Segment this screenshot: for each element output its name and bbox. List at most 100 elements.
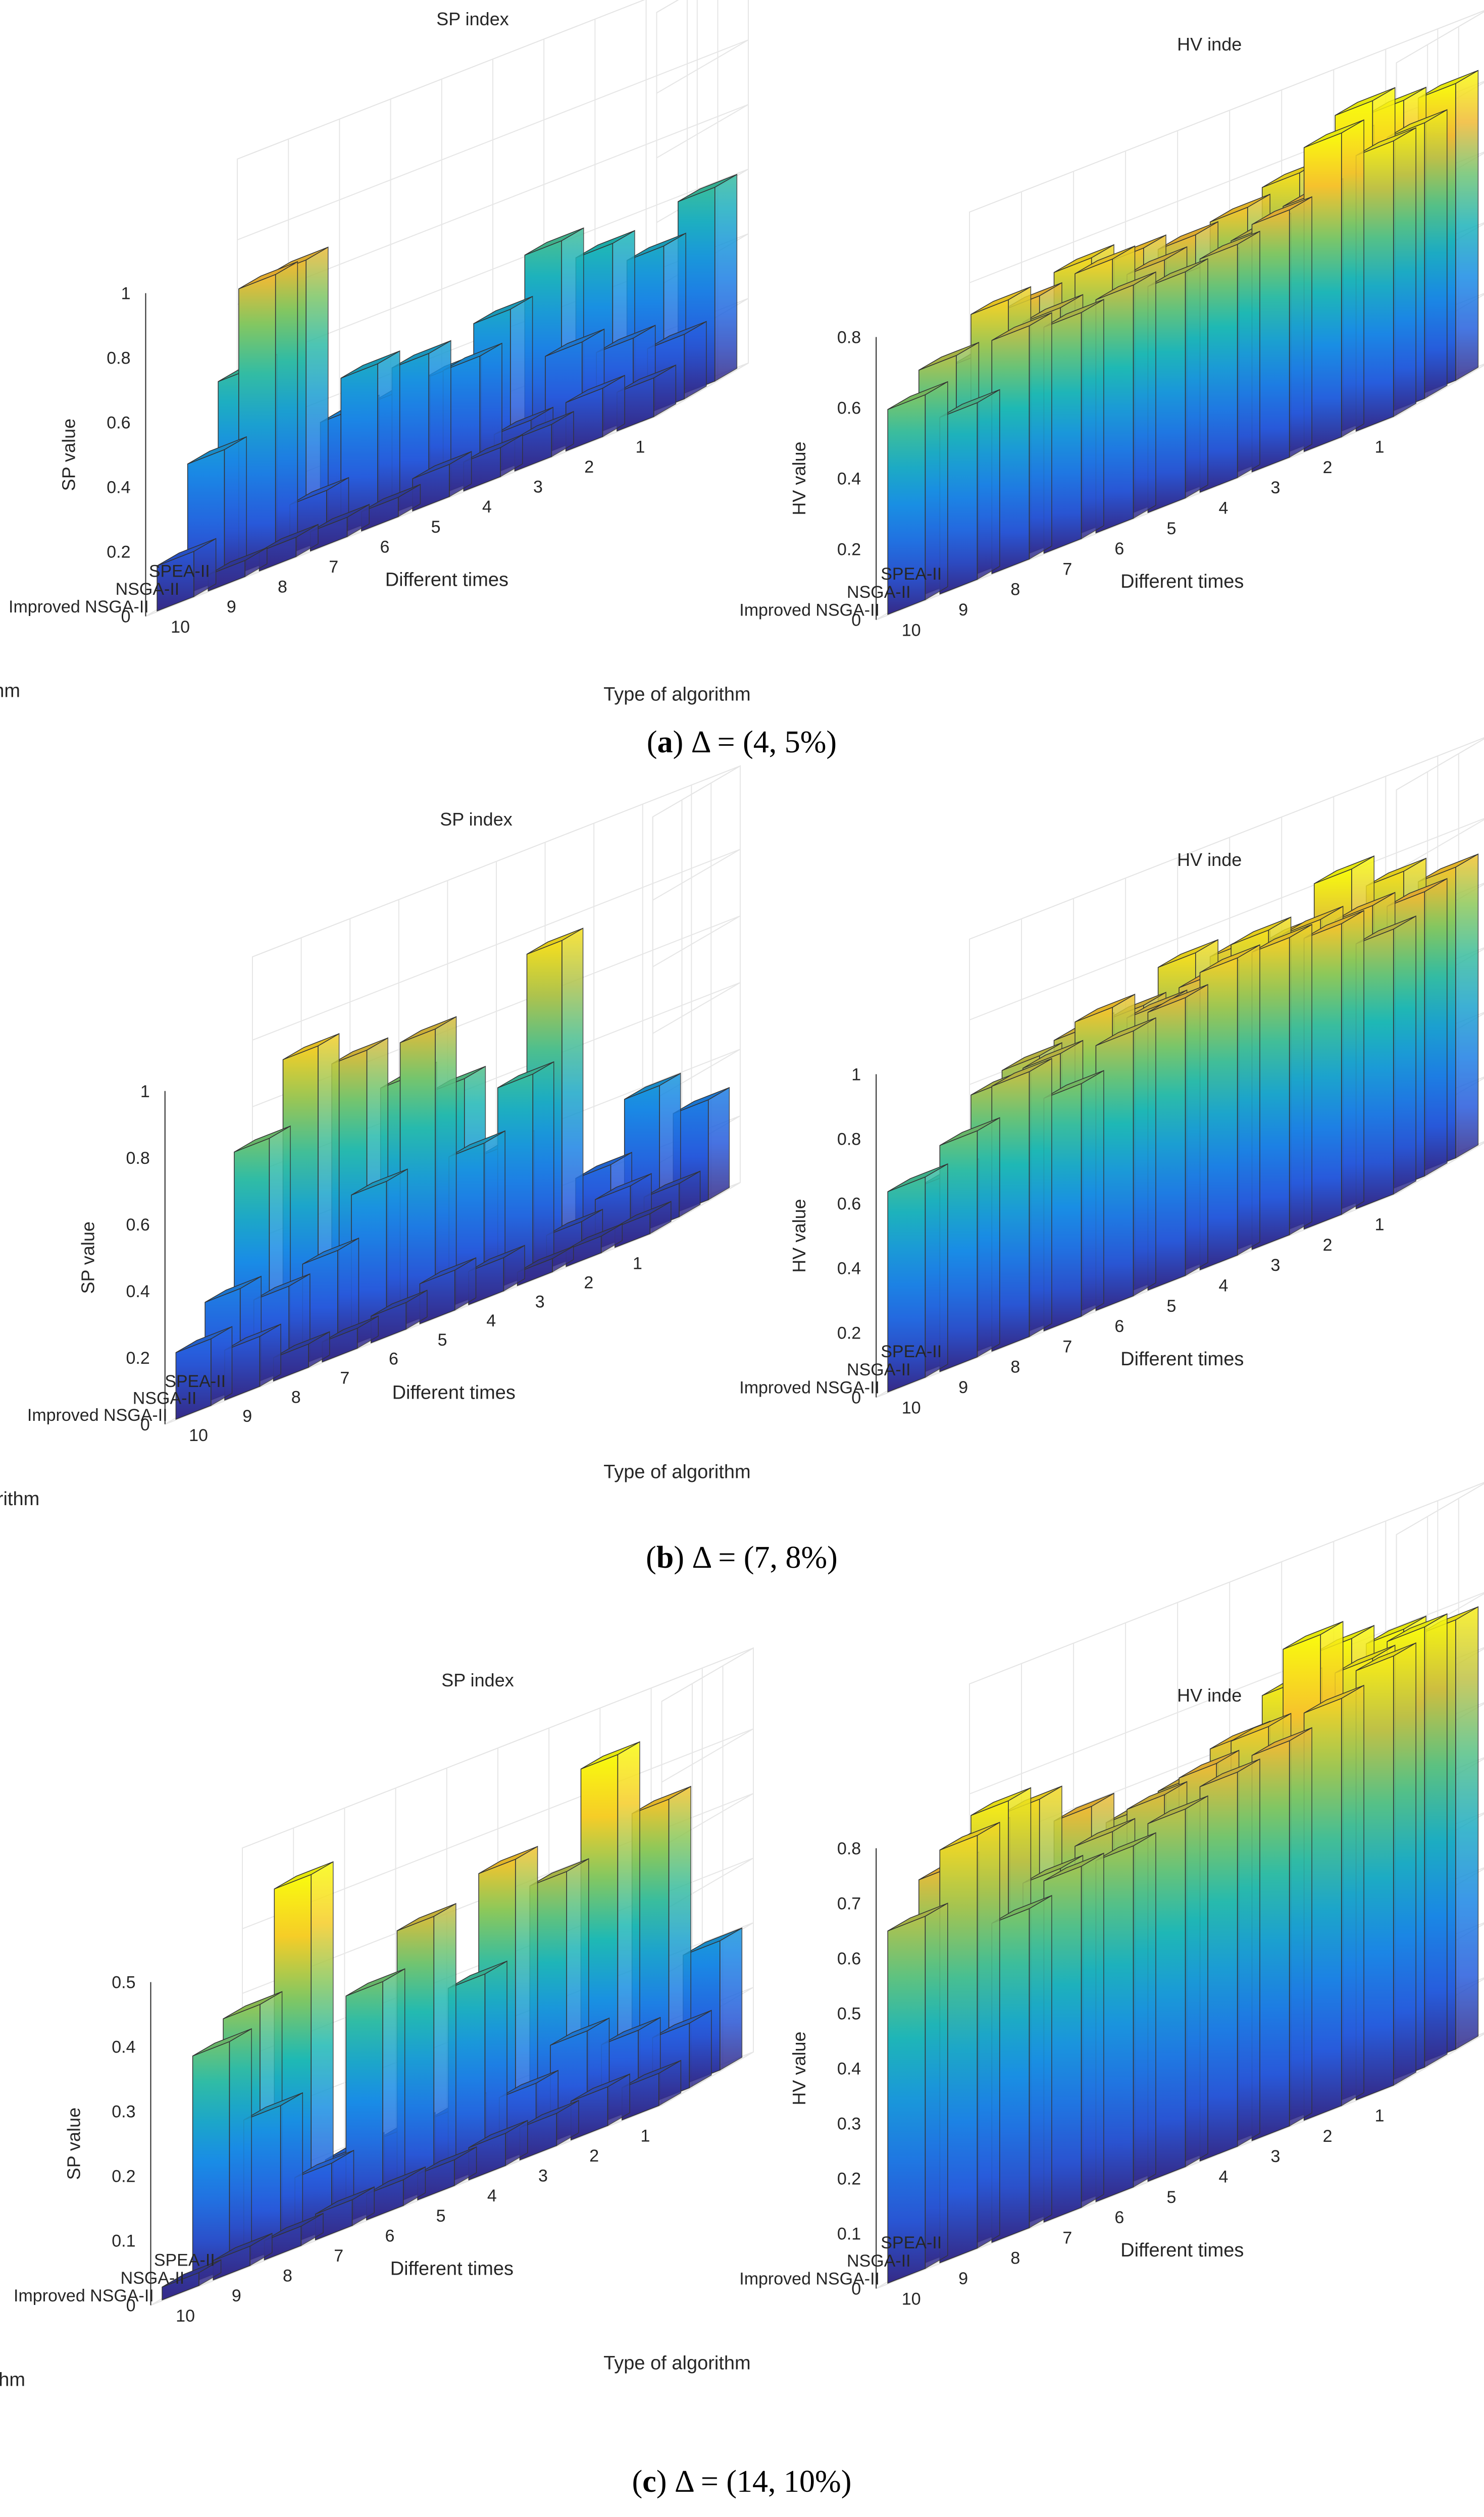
z-tick-label: 0.3 xyxy=(112,2102,135,2122)
time-tick-label: 2 xyxy=(584,1273,593,1293)
bar-top-face xyxy=(392,340,451,369)
bar-top-face xyxy=(1252,924,1312,953)
bar-improved-nsga-ii-t1 xyxy=(1355,127,1416,432)
bar-nsga-ii-t7 xyxy=(340,350,400,534)
bar-top-face xyxy=(1200,1759,1260,1787)
bar-improved-nsga-ii-t2 xyxy=(1303,1684,1364,2121)
z-tick-label: 0 xyxy=(851,2280,861,2299)
bar-top-face xyxy=(939,1822,1000,1851)
z-tick-label: 0.1 xyxy=(837,2225,861,2244)
bar-nsga-ii-t7 xyxy=(345,1968,405,2223)
time-tick-label: 5 xyxy=(436,2206,446,2226)
time-tick-label: 6 xyxy=(1114,1317,1124,1336)
bar-top-face xyxy=(259,524,319,552)
bar-improved-nsga-ii-t9 xyxy=(939,1821,1000,2264)
grid-line xyxy=(145,416,657,617)
bar-side-face xyxy=(1081,1069,1104,1317)
bar-improved-nsga-ii-t10 xyxy=(175,1326,233,1420)
time-tick-label: 8 xyxy=(291,1388,301,1407)
time-tick-label: 10 xyxy=(902,2289,921,2308)
algorithm-tick-label: Improved NSGA-II xyxy=(739,601,880,620)
algorithm-tick-label: Improved NSGA-II xyxy=(9,597,149,617)
z-tick-label: 0.7 xyxy=(837,1894,861,1914)
bar-top-face xyxy=(581,1741,640,1770)
bar-top-face xyxy=(1127,990,1187,1018)
bar-top-face xyxy=(529,1858,589,1886)
bar-side-face xyxy=(1029,312,1052,560)
y-axis-label: Type of algorithm xyxy=(603,1462,750,1483)
chart-title: HV inde xyxy=(1177,1685,1242,1706)
time-tick-label: 5 xyxy=(438,1330,447,1350)
algorithm-tick-label: NSGA-II xyxy=(121,2269,185,2288)
bar-top-face xyxy=(494,407,553,435)
bar-side-face xyxy=(1341,1684,1364,2107)
bar-improved-nsga-ii-t4 xyxy=(1199,1758,1260,2162)
bar-nsga-ii-t9 xyxy=(238,261,298,574)
time-tick-label: 9 xyxy=(227,597,236,617)
z-tick-label: 0.3 xyxy=(837,2115,861,2134)
bar-improved-nsga-ii-t2 xyxy=(1303,910,1364,1230)
bar-top-face xyxy=(527,928,583,955)
bar-top-face xyxy=(371,1290,428,1317)
bar-top-face xyxy=(1158,939,1218,968)
bar-top-face xyxy=(213,2233,273,2261)
bar-top-face xyxy=(566,1223,623,1251)
time-tick-label: 2 xyxy=(584,457,594,477)
bar-side-face xyxy=(1237,230,1260,479)
bar-improved-nsga-ii-t4 xyxy=(463,434,523,492)
bar-top-face xyxy=(517,1246,574,1273)
bar-top-face xyxy=(468,1245,525,1272)
bar-improved-nsga-ii-t1 xyxy=(615,1201,672,1248)
time-tick-label: 4 xyxy=(1218,1276,1228,1295)
bar-top-face xyxy=(1314,855,1374,884)
bar-top-face xyxy=(1418,70,1478,98)
bar-side-face xyxy=(1185,984,1208,1276)
z-axis-label: SP value xyxy=(59,419,79,491)
bar-top-face xyxy=(1418,853,1478,882)
bar-side-face xyxy=(1081,1852,1104,2208)
bar-top-face xyxy=(678,174,737,202)
bar-top-face xyxy=(622,2060,681,2088)
bar-side-face xyxy=(1393,127,1416,418)
bar-top-face xyxy=(1283,906,1344,935)
time-tick-label: 3 xyxy=(535,1292,545,1311)
bar-top-face xyxy=(499,2070,558,2098)
chart-title: SP index xyxy=(436,9,508,29)
bar-improved-nsga-ii-t3 xyxy=(1251,1727,1312,2141)
bar-top-face xyxy=(571,2074,630,2102)
z-tick-label: 0.8 xyxy=(126,1149,149,1168)
bar-top-face xyxy=(991,1895,1052,1924)
z-tick-label: 0.6 xyxy=(126,1215,149,1235)
bar-improved-nsga-ii-t6 xyxy=(371,1290,428,1344)
bar-top-face xyxy=(1304,910,1364,939)
bar-improved-nsga-ii-t9 xyxy=(224,1323,281,1401)
bar-top-face xyxy=(1022,294,1083,323)
z-tick-label: 0.8 xyxy=(837,328,861,347)
bar-top-face xyxy=(274,1861,334,1889)
bar-top-face xyxy=(361,484,421,512)
bar-improved-nsga-ii-t7 xyxy=(1043,1069,1104,1331)
bar-side-face xyxy=(925,1903,948,2270)
bar-top-face xyxy=(617,365,676,393)
bar-improved-nsga-ii-t6 xyxy=(1095,1017,1156,1311)
bar-top-face xyxy=(1044,1070,1104,1099)
bar-side-face xyxy=(275,261,298,560)
bar-top-face xyxy=(1096,272,1156,300)
z-tick-label: 0.8 xyxy=(837,1839,861,1859)
bar-top-face xyxy=(566,375,625,403)
bar-nsga-ii-t6 xyxy=(391,340,451,514)
bar-top-face xyxy=(545,329,604,357)
time-tick-label: 4 xyxy=(487,2186,497,2205)
bar-top-face xyxy=(1252,196,1312,225)
time-tick-label: 6 xyxy=(385,2226,394,2245)
bar-front-face xyxy=(192,2041,230,2283)
z-tick-label: 0.2 xyxy=(837,540,861,559)
z-tick-label: 0.6 xyxy=(837,1949,861,1969)
bar-top-face xyxy=(1054,1793,1114,1822)
bar-improved-nsga-ii-t9 xyxy=(939,389,1000,595)
algorithm-tick-label: SPEA-II xyxy=(881,1342,942,1361)
bar-improved-nsga-ii-t9 xyxy=(213,2232,273,2281)
bar-improved-nsga-ii-t3 xyxy=(517,1246,574,1287)
caption-close-paren: ) xyxy=(673,725,691,759)
bar-top-face xyxy=(448,1961,507,1989)
